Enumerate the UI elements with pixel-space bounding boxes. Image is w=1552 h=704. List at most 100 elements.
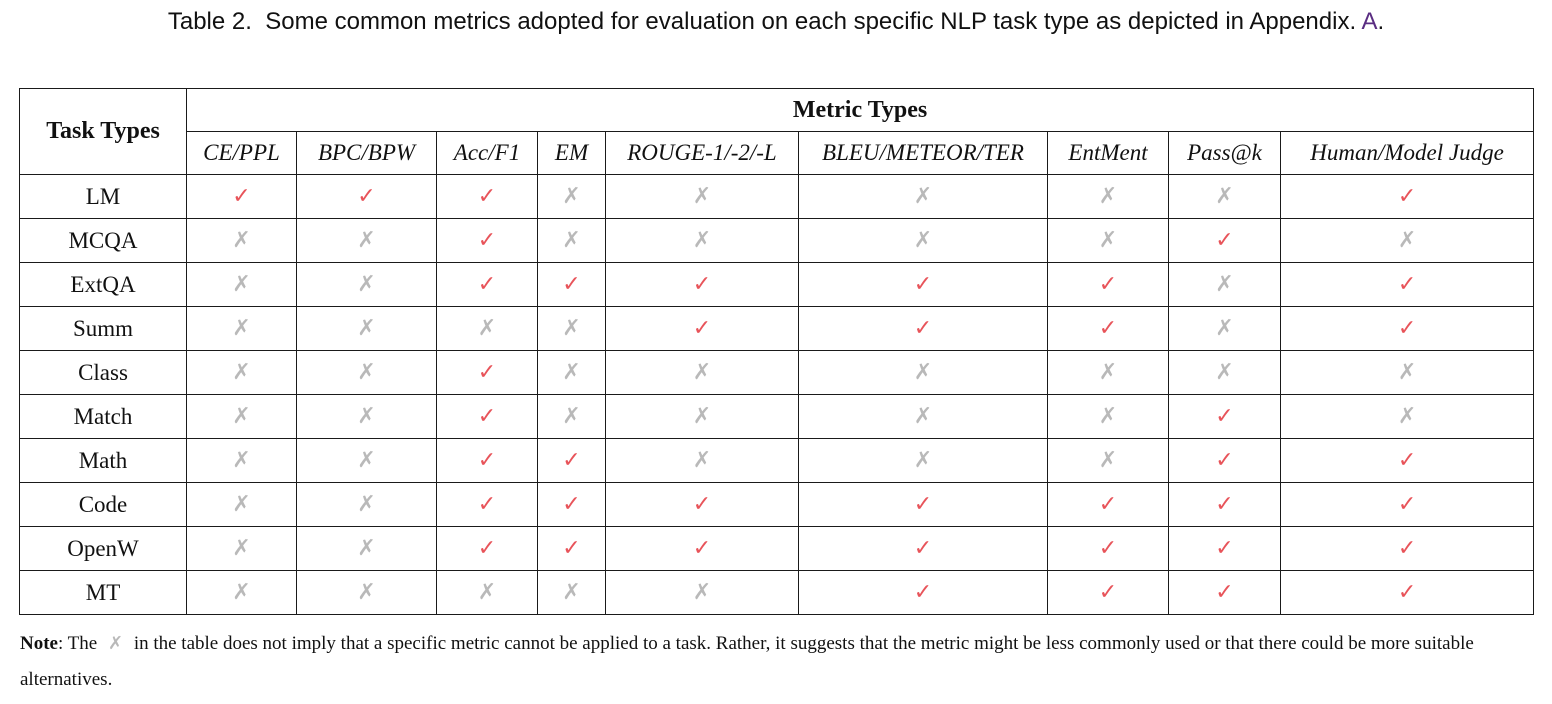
check-icon: ✓: [1047, 526, 1169, 571]
cross-icon: ✗: [436, 570, 538, 615]
check-icon: ✓: [1047, 570, 1169, 615]
table-row: Class ✗ ✗ ✓ ✗ ✗ ✗ ✗ ✗ ✗: [19, 350, 1535, 395]
check-icon: ✓: [1279, 262, 1535, 307]
table-row: ExtQA ✗ ✗ ✓ ✓ ✓ ✓ ✓ ✗ ✓: [19, 262, 1535, 307]
cross-icon: ✗: [296, 262, 437, 307]
cross-icon: ✗: [605, 174, 799, 219]
cross-icon: ✗: [1047, 350, 1169, 395]
check-icon: ✓: [798, 306, 1048, 351]
cross-icon: ✗: [1168, 306, 1281, 351]
table-row: MT ✗ ✗ ✗ ✗ ✗ ✓ ✓ ✓ ✓: [19, 570, 1535, 615]
cross-icon: ✗: [1047, 394, 1169, 439]
metric-header: EM: [537, 131, 606, 175]
metric-header: Human/Model Judge: [1279, 131, 1535, 175]
check-icon: ✓: [1279, 570, 1535, 615]
check-icon: ✓: [798, 262, 1048, 307]
table-row: MCQA ✗ ✗ ✓ ✗ ✗ ✗ ✗ ✓ ✗: [19, 218, 1535, 263]
task-name: MT: [19, 570, 187, 615]
check-icon: ✓: [798, 570, 1048, 615]
cross-icon: ✗: [605, 438, 799, 483]
check-icon: ✓: [436, 218, 538, 263]
task-name: Match: [19, 394, 187, 439]
cross-icon: ✗: [798, 174, 1048, 219]
check-icon: ✓: [436, 438, 538, 483]
check-icon: ✓: [605, 262, 799, 307]
check-icon: ✓: [436, 174, 538, 219]
cross-icon: ✗: [1168, 174, 1281, 219]
task-name: OpenW: [19, 526, 187, 571]
metrics-table: Task Types Metric Types CE/PPL BPC/BPW Acc…: [19, 88, 1535, 615]
appendix-link[interactable]: A: [1361, 8, 1378, 35]
check-icon: ✓: [1047, 306, 1169, 351]
cross-icon: ✗: [798, 218, 1048, 263]
cross-icon: ✗: [1168, 350, 1281, 395]
check-icon: ✓: [1279, 526, 1535, 571]
cross-icon: ✗: [798, 438, 1048, 483]
check-icon: ✓: [798, 526, 1048, 571]
metric-header: CE/PPL: [186, 131, 297, 175]
cross-icon: ✗: [537, 174, 606, 219]
check-icon: ✓: [436, 482, 538, 527]
check-icon: ✓: [1168, 218, 1281, 263]
note-label: Note: [20, 633, 58, 654]
cross-icon: ✗: [798, 350, 1048, 395]
metric-header-row: CE/PPL BPC/BPW Acc/F1 EM ROUGE-1/-2/-L BLEU/M…: [20, 131, 1535, 175]
check-icon: ✓: [537, 438, 606, 483]
metric-header: Acc/F1: [436, 131, 538, 175]
check-icon: ✓: [436, 394, 538, 439]
task-name: MCQA: [19, 218, 187, 263]
cross-icon: ✗: [186, 350, 297, 395]
cross-icon: ✗: [537, 218, 606, 263]
cross-icon: ✗: [296, 394, 437, 439]
check-icon: ✓: [436, 350, 538, 395]
cross-icon: ✗: [186, 306, 297, 351]
cross-icon: ✗: [186, 218, 297, 263]
cross-icon: ✗: [537, 350, 606, 395]
check-icon: ✓: [605, 482, 799, 527]
cross-icon: ✗: [1279, 394, 1535, 439]
cross-icon: ✗: [537, 394, 606, 439]
cross-icon: ✗: [436, 306, 538, 351]
cross-icon: ✗: [1279, 218, 1535, 263]
cross-icon: ✗: [296, 218, 437, 263]
cross-icon: ✗: [798, 394, 1048, 439]
check-icon: ✓: [296, 174, 437, 219]
check-icon: ✓: [1168, 526, 1281, 571]
table-row: OpenW ✗ ✗ ✓ ✓ ✓ ✓ ✓ ✓ ✓: [19, 526, 1535, 571]
table-row: LM ✓ ✓ ✓ ✗ ✗ ✗ ✗ ✗ ✓: [19, 174, 1535, 219]
check-icon: ✓: [1279, 482, 1535, 527]
cross-icon: ✗: [186, 262, 297, 307]
task-name: Class: [19, 350, 187, 395]
cross-icon: ✗: [296, 350, 437, 395]
task-name: Summ: [19, 306, 187, 351]
cross-icon: ✗: [605, 218, 799, 263]
check-icon: ✓: [1168, 570, 1281, 615]
cross-icon: ✗: [296, 570, 437, 615]
metric-header: ROUGE-1/-2/-L: [605, 131, 799, 175]
check-icon: ✓: [1168, 482, 1281, 527]
task-name: LM: [19, 174, 187, 219]
check-icon: ✓: [1168, 438, 1281, 483]
caption-text: Some common metrics adopted for evaluati…: [265, 8, 1357, 35]
check-icon: ✓: [1279, 306, 1535, 351]
table-caption: Table 2. Some common metrics adopted for…: [0, 8, 1552, 36]
table-row: Match ✗ ✗ ✓ ✗ ✗ ✗ ✗ ✓ ✗: [19, 394, 1535, 439]
metric-header: BPC/BPW: [296, 131, 437, 175]
note-text: in the table does not imply that a speci…: [20, 633, 1474, 690]
check-icon: ✓: [186, 174, 297, 219]
cross-icon: ✗: [186, 570, 297, 615]
table-row: Math ✗ ✗ ✓ ✓ ✗ ✗ ✗ ✓ ✓: [19, 438, 1535, 483]
metric-header: EntMent: [1047, 131, 1169, 175]
check-icon: ✓: [605, 526, 799, 571]
cross-icon: ✗: [186, 438, 297, 483]
table-row: Code ✗ ✗ ✓ ✓ ✓ ✓ ✓ ✓ ✓: [19, 482, 1535, 527]
check-icon: ✓: [537, 262, 606, 307]
metric-types-header: Metric Types: [185, 88, 1535, 132]
check-icon: ✓: [1047, 262, 1169, 307]
cross-icon: ✗: [296, 438, 437, 483]
check-icon: ✓: [537, 526, 606, 571]
cross-icon: ✗: [296, 306, 437, 351]
cross-icon: ✗: [107, 633, 124, 654]
cross-icon: ✗: [186, 482, 297, 527]
cross-icon: ✗: [605, 570, 799, 615]
